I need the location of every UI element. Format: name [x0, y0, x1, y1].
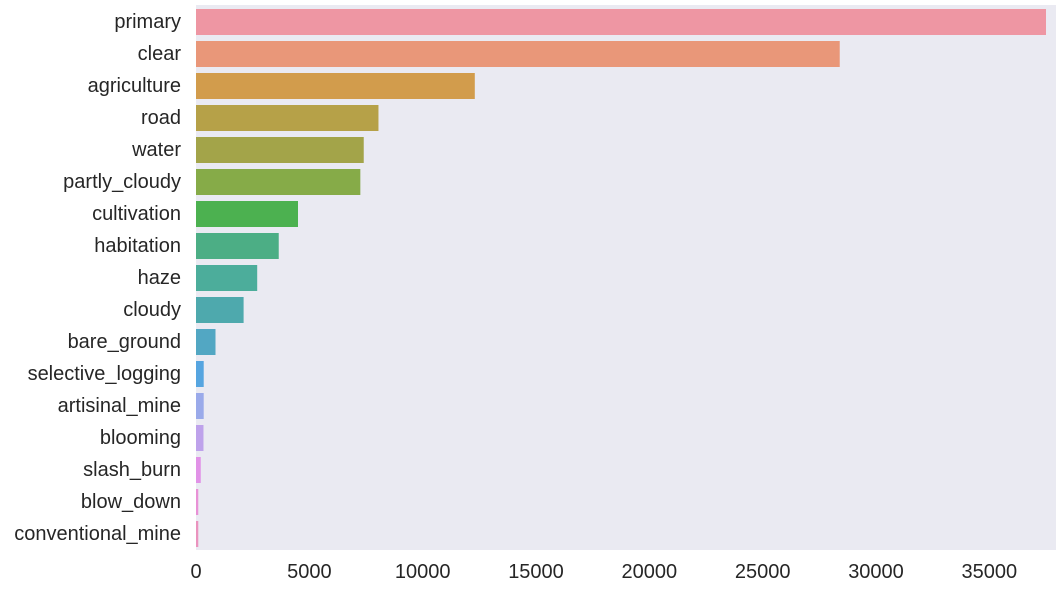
x-tick-label: 10000 — [395, 561, 451, 583]
category-label: agriculture — [88, 75, 181, 97]
category-label: blooming — [100, 427, 181, 449]
x-tick-label: 25000 — [735, 561, 791, 583]
x-tick-labels: 0 5000 10000 15000 20000 25000 30000 35000 — [190, 561, 1017, 583]
category-label: cloudy — [123, 299, 181, 321]
category-label: cultivation — [92, 203, 181, 225]
x-tick-label: 0 — [190, 561, 201, 583]
bar-artisinal-mine — [196, 393, 204, 419]
category-label: slash_burn — [83, 459, 181, 481]
x-tick-label: 30000 — [848, 561, 904, 583]
category-label: road — [141, 107, 181, 129]
x-tick-label: 20000 — [622, 561, 678, 583]
bar-habitation — [196, 233, 279, 259]
bar-haze — [196, 265, 258, 291]
bar-partly-cloudy — [196, 169, 361, 195]
category-label: clear — [138, 43, 182, 65]
bar-cultivation — [196, 201, 298, 227]
category-label: bare_ground — [68, 331, 181, 353]
category-label: partly_cloudy — [63, 171, 181, 193]
bar-blooming — [196, 425, 204, 451]
category-label: primary — [114, 11, 181, 33]
bar-conventional-mine — [196, 521, 199, 547]
bar-road — [196, 105, 379, 131]
x-tick-label: 35000 — [962, 561, 1018, 583]
bars-group — [196, 9, 1046, 547]
bar-slash-burn — [196, 457, 201, 483]
bar-blow-down — [196, 489, 199, 515]
category-label: habitation — [94, 235, 181, 257]
x-tick-label: 15000 — [508, 561, 564, 583]
bar-bare-ground — [196, 329, 216, 355]
category-label: haze — [138, 267, 181, 289]
bar-water — [196, 137, 364, 163]
x-tick-label: 5000 — [287, 561, 332, 583]
bar-primary — [196, 9, 1046, 35]
category-label: conventional_mine — [14, 523, 181, 545]
category-label: selective_logging — [28, 363, 181, 385]
category-label: blow_down — [81, 491, 181, 513]
bar-cloudy — [196, 297, 244, 323]
bar-agriculture — [196, 73, 475, 99]
category-label: water — [131, 139, 181, 161]
category-labels: primary clear agriculture road water partly_c… — [14, 11, 181, 545]
bar-selective-logging — [196, 361, 204, 387]
category-label: artisinal_mine — [58, 395, 181, 417]
bar-clear — [196, 41, 840, 67]
